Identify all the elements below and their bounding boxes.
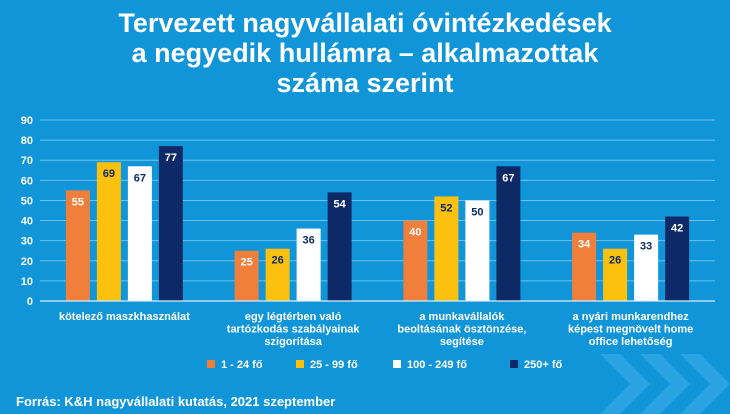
y-tick-label: 90 xyxy=(21,115,33,127)
legend-label: 250+ fő xyxy=(524,359,562,371)
title-line-1: Tervezett nagyvállalati óvintézkedések xyxy=(118,8,612,38)
legend-label: 1 - 24 fő xyxy=(221,359,263,371)
x-category-label: a munkavállalók xyxy=(419,311,505,323)
data-label: 42 xyxy=(671,223,683,235)
bar xyxy=(434,196,459,301)
data-label: 26 xyxy=(609,255,621,267)
data-label: 33 xyxy=(640,241,652,253)
x-category-label: tartózkodás szabályainak xyxy=(227,324,361,336)
data-label: 34 xyxy=(578,239,591,251)
data-label: 67 xyxy=(134,172,146,184)
bar xyxy=(603,248,628,301)
x-category-label: beoltásának ösztönzése, xyxy=(397,324,526,336)
legend-label: 100 - 249 fő xyxy=(407,359,467,371)
x-category-label: office lehetőség xyxy=(589,336,673,348)
y-tick-label: 70 xyxy=(21,155,33,167)
bar xyxy=(465,200,490,301)
x-category-label: egy légtérben való xyxy=(245,311,342,323)
data-label: 25 xyxy=(241,257,253,269)
y-tick-label: 60 xyxy=(21,175,33,187)
data-label: 26 xyxy=(272,255,284,267)
legend-swatch xyxy=(296,360,304,368)
bar xyxy=(158,146,183,301)
data-label: 52 xyxy=(440,202,452,214)
y-tick-label: 20 xyxy=(21,256,33,268)
bar xyxy=(665,216,690,301)
y-tick-label: 10 xyxy=(21,276,33,288)
bar xyxy=(96,162,121,301)
bar xyxy=(496,166,521,301)
bar xyxy=(265,248,290,301)
x-category-label: a nyári munkarendhez xyxy=(573,311,690,323)
chart-title: Tervezett nagyvállalati óvintézkedések a… xyxy=(0,8,730,98)
x-category-label: szigorítása xyxy=(264,336,322,348)
bar xyxy=(634,234,659,301)
data-label: 40 xyxy=(409,227,421,239)
bar xyxy=(572,232,597,301)
legend-label: 25 - 99 fő xyxy=(310,359,358,371)
data-label: 55 xyxy=(72,196,84,208)
y-tick-label: 30 xyxy=(21,236,33,248)
legend-swatch xyxy=(207,360,215,368)
title-line-3: száma szerint xyxy=(276,68,454,98)
y-tick-label: 50 xyxy=(21,195,33,207)
data-label: 54 xyxy=(334,198,347,210)
bar xyxy=(296,228,321,301)
y-tick-label: 80 xyxy=(21,135,33,147)
bar xyxy=(234,250,259,301)
x-category-label: segítése xyxy=(440,336,484,348)
chevron-decoration-icon xyxy=(600,354,730,414)
title-line-2: a negyedik hullámra – alkalmazottak xyxy=(131,38,599,68)
legend-swatch xyxy=(510,360,518,368)
bar xyxy=(127,166,152,301)
legend-swatch xyxy=(393,360,401,368)
bar xyxy=(65,190,90,301)
x-category-label: képest megnövelt home xyxy=(568,324,693,336)
source-note: Forrás: K&H nagyvállalati kutatás, 2021 … xyxy=(16,394,336,409)
data-label: 67 xyxy=(502,172,514,184)
bar xyxy=(403,220,428,301)
x-category-label: kötelező maszkhasználat xyxy=(59,311,190,323)
data-label: 50 xyxy=(471,206,483,218)
bar xyxy=(327,192,352,301)
data-label: 69 xyxy=(103,168,115,180)
y-tick-label: 40 xyxy=(21,216,33,228)
y-tick-label: 0 xyxy=(27,296,33,308)
data-label: 36 xyxy=(303,235,315,247)
data-label: 77 xyxy=(165,152,177,164)
